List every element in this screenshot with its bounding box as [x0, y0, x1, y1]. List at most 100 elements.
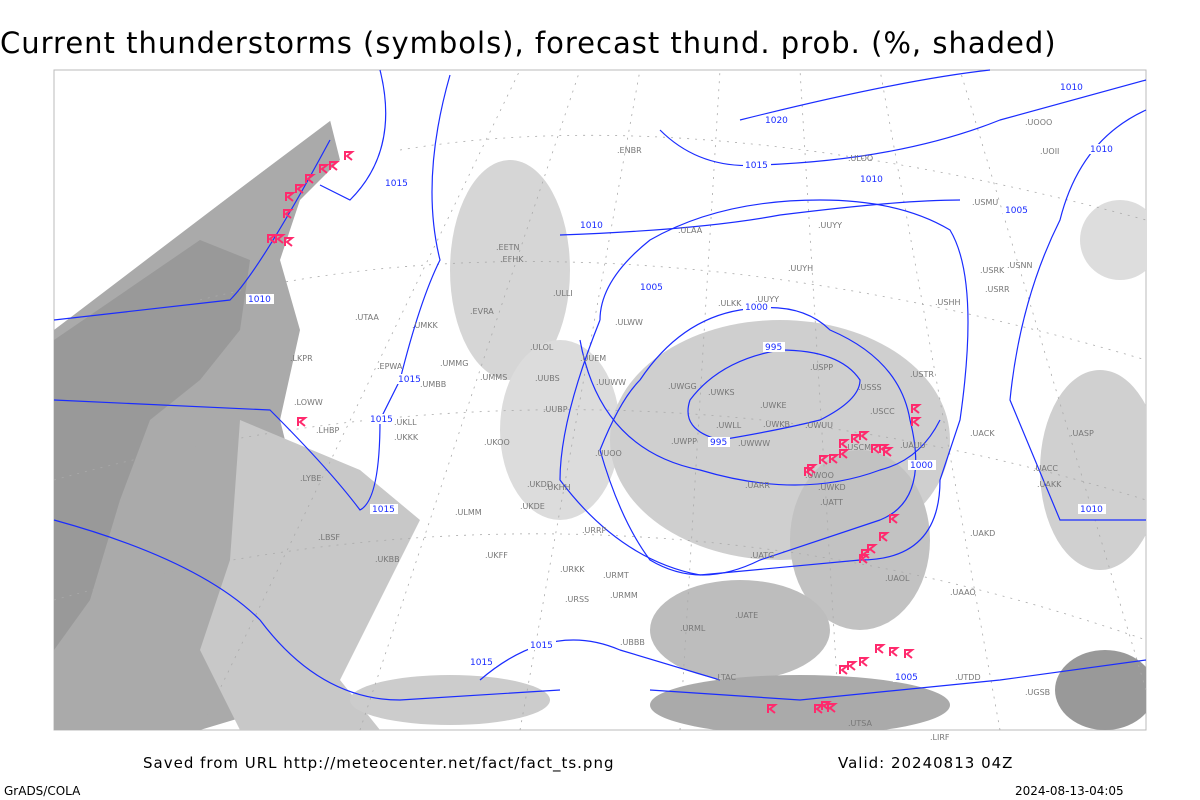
station-label: .USRR	[985, 285, 1010, 294]
station-label: .UUBP	[543, 405, 568, 414]
station-label: .ULAA	[678, 226, 703, 235]
station-label: .EVRA	[470, 307, 494, 316]
station-label: .UAKK	[1037, 480, 1062, 489]
thunderstorm-icon	[285, 192, 296, 202]
station-label: .UUYY	[755, 295, 779, 304]
thunderstorm-icon	[875, 644, 886, 654]
station-label: .UWPP	[671, 437, 697, 446]
station-label: .UAOL	[885, 574, 910, 583]
station-label: .UKHH	[545, 483, 571, 492]
thunderstorm-icon	[889, 514, 900, 524]
thunderstorm-icon	[847, 661, 858, 671]
station-label: .UGSB	[1025, 688, 1050, 697]
thunderstorm-icon	[861, 549, 872, 559]
station-label: .UWGG	[668, 382, 697, 391]
station-label: .EFHK	[500, 255, 524, 264]
thunderstorm-icon	[821, 701, 832, 711]
station-label: .UTAA	[355, 313, 379, 322]
station-label: .UATT	[820, 498, 843, 507]
station-label: .UMKK	[412, 321, 439, 330]
isobar-line	[649, 659, 1147, 701]
station-label: .UWKB	[763, 420, 790, 429]
station-label: .LTAC	[715, 673, 736, 682]
station-label: .UWKE	[760, 401, 787, 410]
station-label: .UACC	[1033, 464, 1058, 473]
station-label: .URMM	[610, 591, 638, 600]
station-label: .UWKD	[818, 483, 846, 492]
station-label: .URKK	[560, 565, 585, 574]
isobar-line	[319, 69, 387, 201]
thunderstorm-icon	[827, 703, 838, 713]
isobar-label: 1020	[765, 116, 788, 126]
station-label: .UATG	[750, 551, 774, 560]
station-labels: .ULKK .UUYY .ULWW .UWGG .UWKS .UWKE .UWLL .UWKB…	[290, 118, 1094, 742]
isobar-label: 1010	[1080, 505, 1103, 515]
station-label: .UUBS	[535, 374, 560, 383]
isobar-label: 1005	[640, 283, 663, 293]
station-label: .UTSA	[848, 719, 873, 728]
station-label: .UTDD	[955, 673, 981, 682]
station-label: .URRP	[582, 526, 607, 535]
isobar-label: 1015	[470, 658, 493, 668]
graticule	[53, 69, 1147, 731]
station-label: .UKOO	[484, 438, 510, 447]
station-label: .UBBB	[620, 638, 645, 647]
station-label: .UMMS	[480, 373, 507, 382]
station-label: .USCC	[870, 407, 895, 416]
thunderstorm-icon	[839, 439, 850, 449]
station-label: .EETN	[496, 243, 520, 252]
thunderstorm-icon	[889, 647, 900, 657]
thunderstorm-icon	[883, 447, 894, 457]
station-label: .URMT	[603, 571, 629, 580]
isobar-label: 1015	[385, 179, 408, 189]
station-label: .UARR	[745, 481, 770, 490]
thunderstorm-icon	[859, 657, 870, 667]
station-label: .UMBB	[420, 380, 446, 389]
thunderstorm-symbols	[267, 151, 922, 714]
thunderstorm-icon	[275, 234, 286, 244]
station-label: .USMU	[972, 198, 998, 207]
isobar-label: 995	[765, 343, 782, 353]
station-label: .USHH	[935, 298, 961, 307]
station-label: .UUOO	[595, 449, 622, 458]
thunderstorm-icon	[284, 237, 295, 247]
software-credit: GrADS/COLA	[4, 784, 81, 798]
isobar-line	[559, 199, 961, 236]
isobar-labels: 1020 1015 1015 1015 1015 1015 1015 1015 1010 1010…	[246, 82, 1116, 683]
isobar-label: 1005	[1005, 206, 1028, 216]
thunderstorm-icon	[295, 184, 306, 194]
station-label: .USNN	[1007, 261, 1032, 270]
isobar-label: 1010	[1060, 83, 1083, 93]
valid-time: Valid: 20240813 04Z	[838, 754, 1014, 772]
station-label: .UATE	[735, 611, 758, 620]
station-label: .UASP	[1070, 429, 1094, 438]
isobar-label: 1015	[530, 641, 553, 651]
thunderstorm-icon	[329, 161, 340, 171]
thunderstorm-icon	[859, 431, 870, 441]
station-label: .UAKD	[970, 529, 995, 538]
isobar-line	[739, 69, 991, 121]
station-label: .ULOL	[530, 343, 554, 352]
isobar-line	[53, 139, 331, 321]
station-label: .ULMM	[455, 508, 482, 517]
station-label: .UUWW	[596, 378, 626, 387]
station-label: .UKFF	[485, 551, 508, 560]
map-title: Current thunderstorms (symbols), forecas…	[0, 26, 1057, 60]
station-label: .LBSF	[318, 533, 340, 542]
isobar-label: 1000	[745, 303, 768, 313]
station-label: .ULLI	[553, 289, 573, 298]
isobar-label: 1005	[895, 673, 918, 683]
thunderstorm-icon	[829, 454, 840, 464]
station-label: .UAAO	[950, 588, 976, 597]
station-label: .UWKS	[708, 388, 735, 397]
generated-timestamp: 2024-08-13-04:05	[1015, 784, 1124, 798]
isobar-line	[599, 306, 917, 576]
thunderstorm-icon	[319, 164, 330, 174]
station-label: .USCM	[845, 443, 871, 452]
station-label: .UKLL	[394, 418, 417, 427]
station-label: .ULWW	[615, 318, 643, 327]
source-url: Saved from URL http://meteocenter.net/fa…	[143, 754, 615, 772]
station-label: .ENBR	[617, 146, 642, 155]
station-label: .UKKK	[394, 433, 419, 442]
station-label: .ULOO	[848, 154, 873, 163]
